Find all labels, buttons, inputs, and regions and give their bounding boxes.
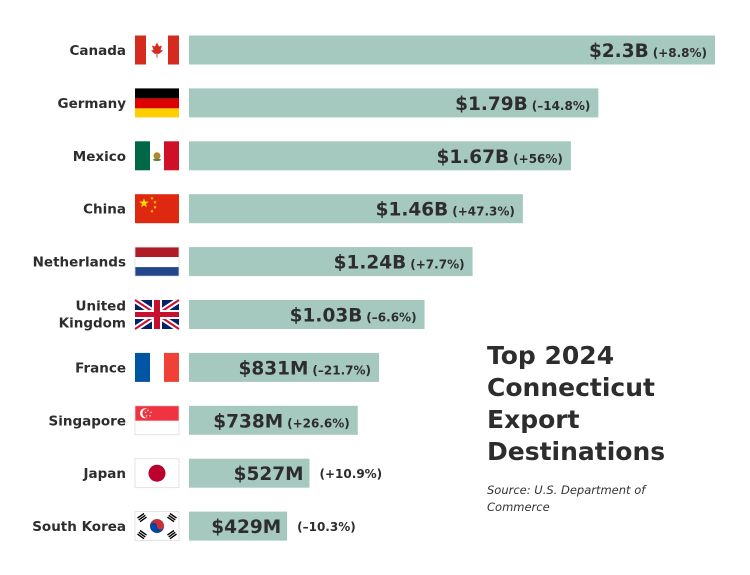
source-note: Source: U.S. Department of Commerce (487, 483, 646, 514)
bar (189, 300, 425, 329)
bar (189, 405, 358, 435)
country-label-line: France (75, 360, 126, 376)
bar-value: $1.79B (455, 94, 528, 115)
country-label: Netherlands (33, 255, 126, 271)
bar-value-label: $831M (–21.7%) (239, 358, 372, 379)
country-label: Singapore (49, 413, 127, 429)
bar (189, 352, 380, 382)
chart-title: Top 2024 Connecticut Export Destinations (487, 340, 737, 468)
country-label-line: Canada (69, 43, 126, 59)
bar (189, 141, 571, 171)
south-korea-flag-icon (134, 511, 180, 542)
bar-value: $2.3B (589, 41, 649, 62)
bar-value: $738M (213, 411, 283, 432)
netherlands-flag-icon (134, 246, 180, 277)
bar-value: $831M (239, 358, 309, 379)
bar (189, 88, 599, 118)
country-label: Japan (82, 466, 126, 482)
country-label-line: Singapore (49, 413, 127, 429)
bar-change: (–21.7%) (312, 363, 371, 377)
bar-value: $1.03B (290, 306, 363, 327)
country-label: Germany (58, 96, 127, 112)
china-flag-icon (135, 194, 179, 224)
title-line: Connecticut (487, 373, 655, 402)
country-label: France (75, 360, 126, 376)
bar-change: (+8.8%) (653, 46, 707, 60)
bar-value-label: $1.46B (+47.3%) (376, 200, 515, 221)
country-label-line: Germany (58, 96, 127, 112)
bar-change: (+56%) (513, 152, 563, 166)
uk-flag-icon (133, 297, 181, 332)
title-line: Top 2024 (487, 341, 615, 370)
bar-value-label: $738M (+26.6%) (213, 411, 350, 432)
japan-flag-icon (134, 458, 180, 489)
country-label: China (83, 202, 126, 218)
canada-flag-icon (135, 35, 179, 65)
country-label: United Kingdom (59, 299, 126, 332)
country-label-line: Netherlands (33, 255, 126, 271)
bar-change-label: (–10.3%) (297, 520, 356, 534)
bar-change: (–14.8%) (532, 99, 591, 113)
france-flag-icon (135, 352, 179, 382)
bar-value-label: $1.79B (–14.8%) (455, 94, 590, 115)
bar-value: $527M (234, 464, 304, 485)
bar-value: $1.24B (334, 253, 407, 274)
bar-change: (+47.3%) (452, 205, 515, 219)
country-label: Canada (69, 43, 126, 59)
bar-change: (–6.6%) (366, 311, 416, 325)
bar-value: $1.67B (437, 147, 510, 168)
bar (189, 247, 473, 277)
country-label-line: United (76, 299, 126, 315)
title-block: Top 2024 Connecticut Export Destinations… (487, 340, 737, 516)
bar-value-label: $1.67B (+56%) (437, 147, 563, 168)
bar (189, 511, 288, 541)
bar-value-label: $1.24B (+7.7%) (334, 253, 465, 274)
bar-value-label: $527M (234, 464, 304, 485)
country-label-line: Mexico (73, 149, 126, 165)
germany-flag-icon (135, 88, 179, 118)
bar (189, 458, 310, 488)
bar-change: (+7.7%) (410, 258, 464, 272)
bar-change: (+26.6%) (287, 416, 350, 430)
bar (189, 35, 715, 65)
bar-value: $429M (211, 517, 281, 538)
title-line: Destinations (487, 437, 666, 466)
country-label-line: Japan (82, 466, 126, 482)
bar-value-label: $1.03B (–6.6%) (290, 306, 417, 327)
bar (189, 194, 523, 224)
bar-value: $1.46B (376, 200, 449, 221)
country-label-line: China (83, 202, 126, 218)
country-label: South Korea (32, 519, 126, 535)
bar-value-label: $2.3B (+8.8%) (589, 41, 707, 62)
mexico-flag-icon (135, 141, 179, 171)
bar-value-label: $429M (211, 517, 281, 538)
bar-change-label: (+10.9%) (320, 467, 383, 481)
title-line: Export (487, 405, 580, 434)
country-label-line: South Korea (32, 519, 126, 535)
country-label-line: Kingdom (59, 316, 126, 332)
singapore-flag-icon (134, 405, 180, 436)
country-label: Mexico (73, 149, 126, 165)
